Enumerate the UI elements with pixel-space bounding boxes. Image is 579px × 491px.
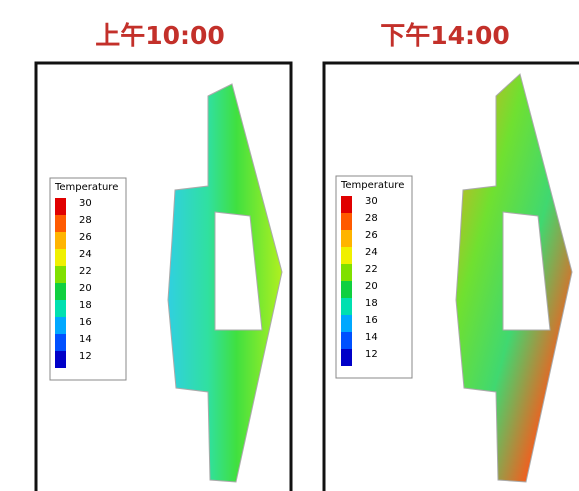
legend-label: 12: [79, 351, 92, 362]
screenshot: 上午10:00 Temperature30282624222018161412 …: [0, 0, 579, 491]
legend-label: 30: [365, 196, 378, 207]
color-swatch: [55, 300, 66, 317]
legend-label: 28: [365, 213, 378, 224]
legend-label: 14: [365, 332, 378, 343]
color-swatch: [341, 349, 352, 366]
legend-title: Temperature: [340, 180, 404, 191]
legend-label: 12: [365, 349, 378, 360]
legend-label: 24: [79, 249, 92, 260]
color-swatch: [341, 264, 352, 281]
legend-label: 28: [79, 215, 92, 226]
color-swatch: [55, 232, 66, 249]
legend-label: 18: [79, 300, 92, 311]
color-swatch: [341, 213, 352, 230]
color-swatch: [341, 230, 352, 247]
color-swatch: [55, 317, 66, 334]
legend-label: 30: [79, 198, 92, 209]
legend-label: 26: [79, 232, 92, 243]
color-swatch: [55, 266, 66, 283]
legend-label: 24: [365, 247, 378, 258]
legend: Temperature 30 28 26 24 22 20 18 16 14 12: [336, 176, 412, 378]
color-swatch: [55, 249, 66, 266]
color-swatch: [341, 196, 352, 213]
legend-label: 16: [365, 315, 378, 326]
legend-label: 14: [79, 334, 92, 345]
panel-title: 下午14:00: [380, 21, 510, 50]
color-swatch: [341, 247, 352, 264]
legend-label: 26: [365, 230, 378, 241]
legend-title: Temperature: [54, 182, 118, 193]
panel-title: 上午10:00: [95, 21, 225, 50]
legend-label: 20: [365, 281, 378, 292]
legend-label: 22: [365, 264, 378, 275]
color-swatch: [55, 283, 66, 300]
legend-label: 22: [79, 266, 92, 277]
color-swatch: [55, 351, 66, 368]
color-swatch: [341, 298, 352, 315]
legend: Temperature 30 28 26 24 22 20 18 16 14 12: [50, 178, 126, 380]
color-swatch: [55, 198, 66, 215]
color-swatch: [55, 215, 66, 232]
legend-label: 18: [365, 298, 378, 309]
legend-label: 20: [79, 283, 92, 294]
legend-label: 16: [79, 317, 92, 328]
color-swatch: [341, 332, 352, 349]
color-swatch: [341, 315, 352, 332]
color-swatch: [55, 334, 66, 351]
color-swatch: [341, 281, 352, 298]
